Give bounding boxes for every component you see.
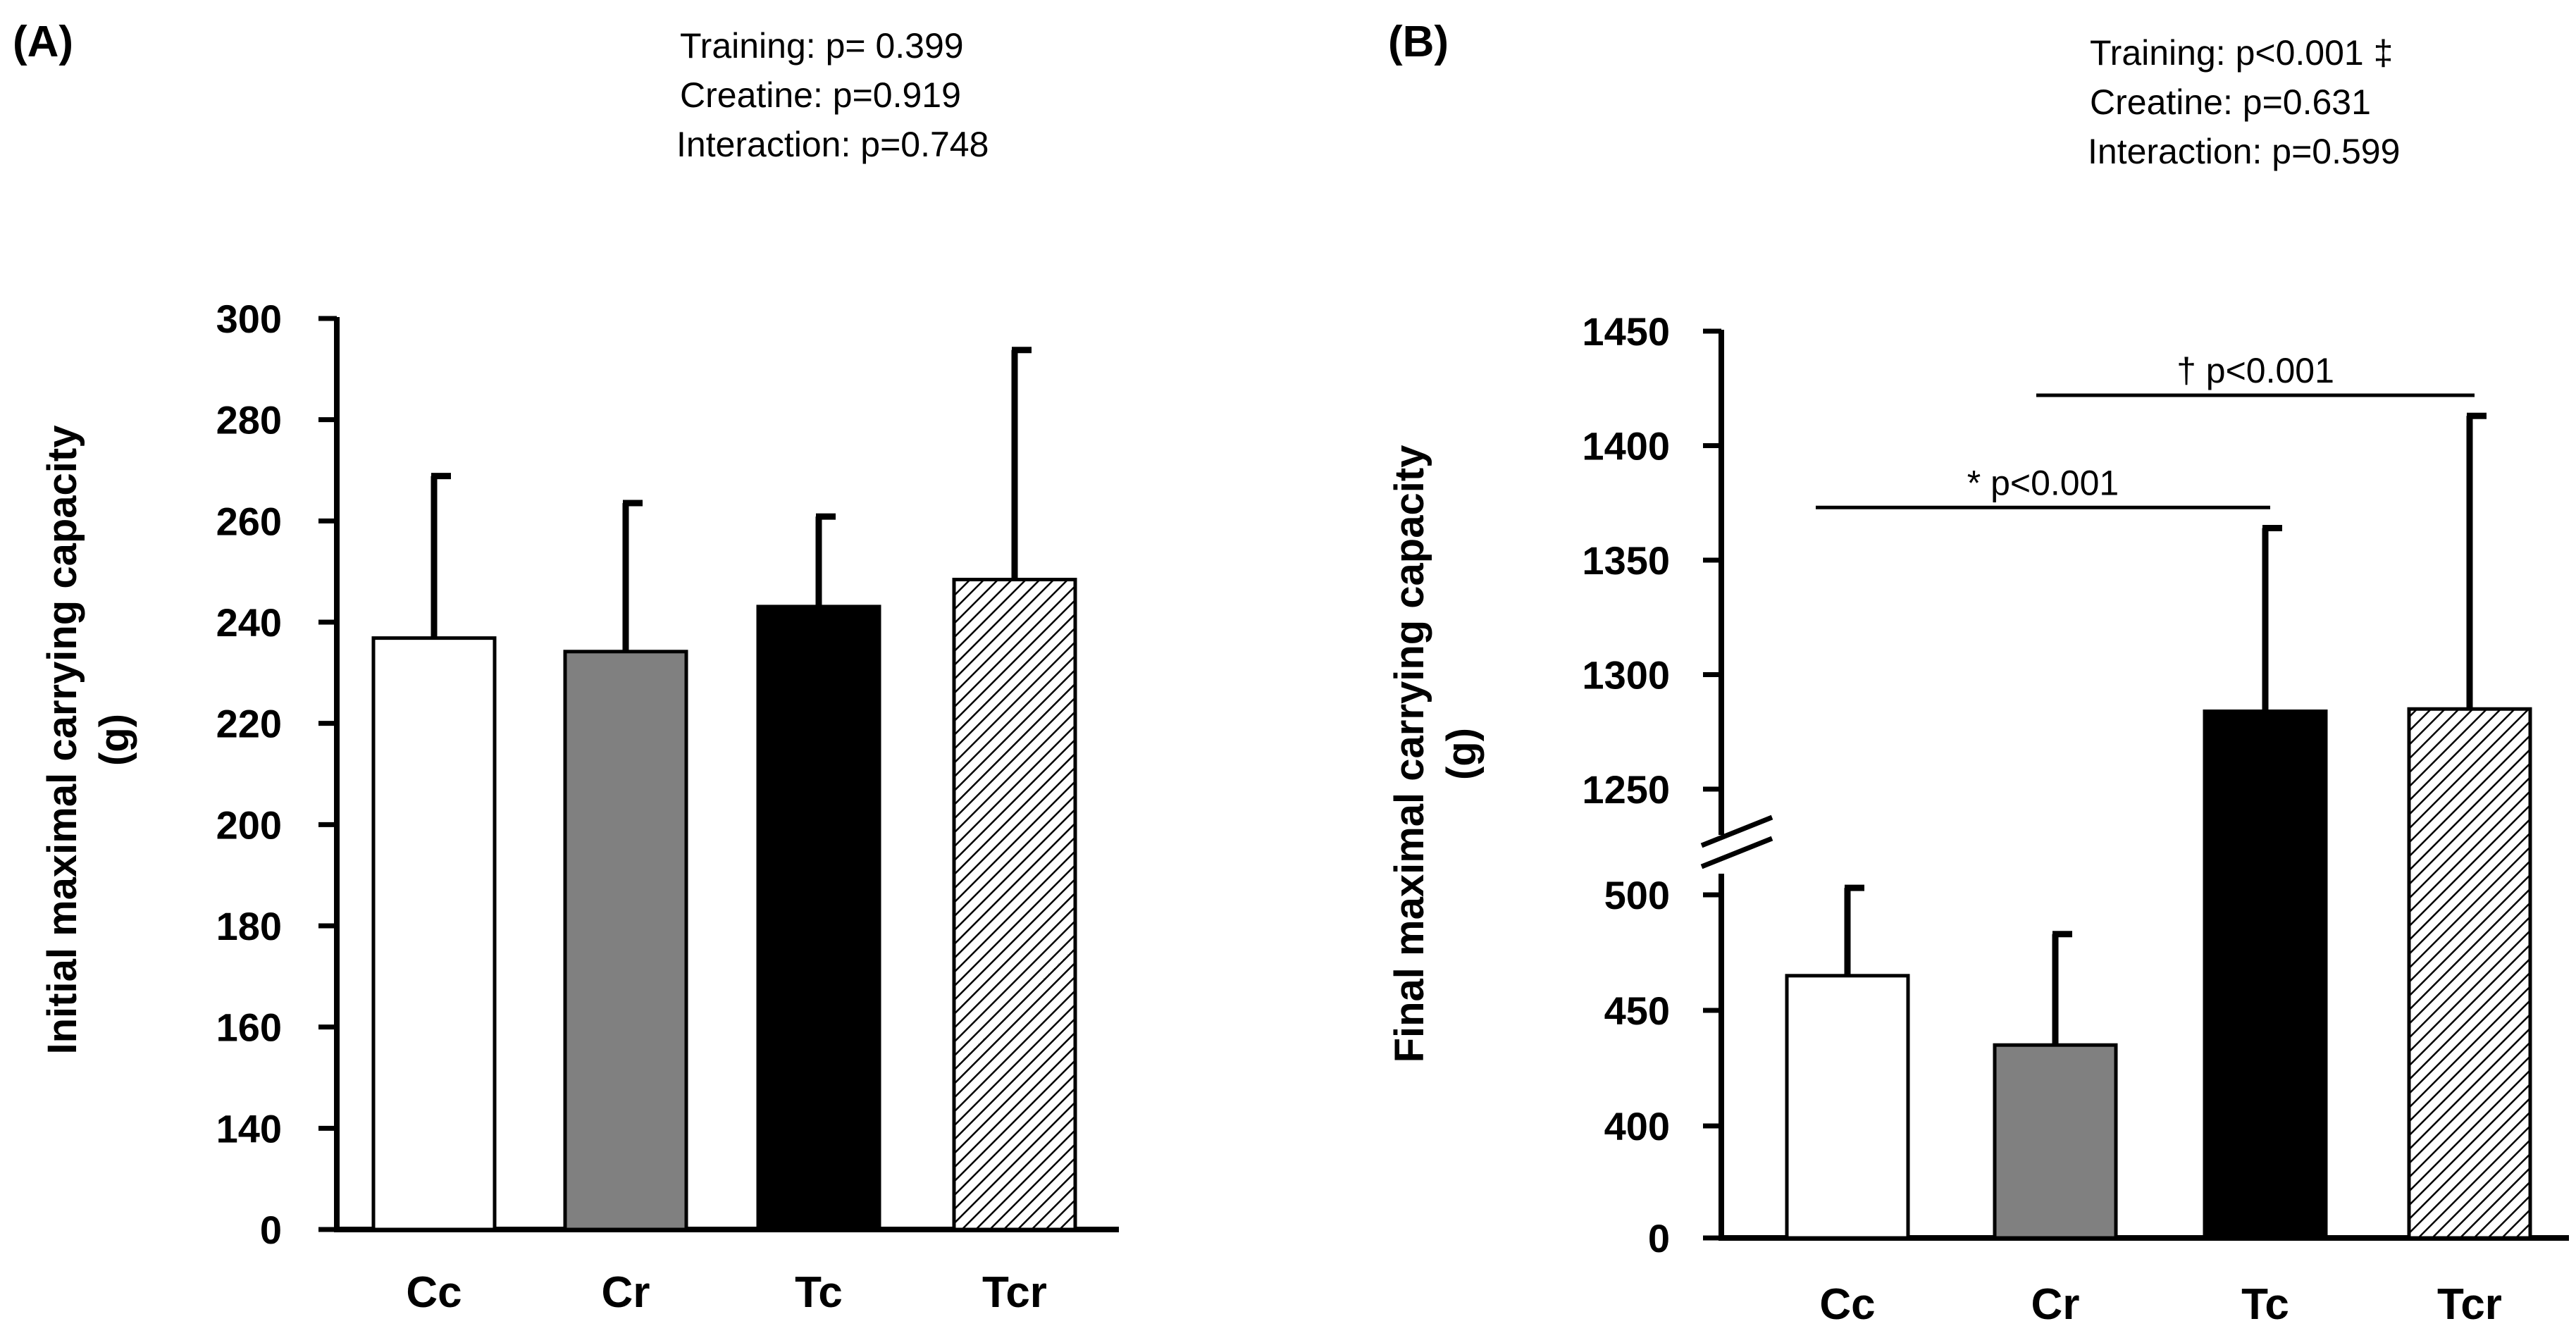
panel-b-stat-training: Training: p<0.001 ‡ <box>2090 33 2393 73</box>
panel-b-category-label: Cr <box>2031 1280 2080 1329</box>
panel-b-tick-label: 1350 <box>1582 538 1670 583</box>
panel-b-tick-label: 1400 <box>1582 424 1670 469</box>
panel-a-yunit: (g) <box>92 714 137 766</box>
panel-b-ylabel: Final maximal carrying capacity <box>1387 445 1432 1063</box>
panel-b-category-label: Tcr <box>2437 1280 2502 1329</box>
panel-a-bar-cr <box>563 650 688 1232</box>
panel-b-significance-label: * p<0.001 <box>1967 463 2119 502</box>
panel-b-axis-break-mark <box>1700 814 1773 848</box>
panel-b-tick-label: 450 <box>1604 989 1670 1033</box>
panel-a-ylabel: Initial maximal carrying capacity <box>39 426 85 1055</box>
panel-b-tick-label: 0 <box>1648 1216 1670 1260</box>
panel-b-tick-label: 1450 <box>1582 309 1670 354</box>
panel-a-tick-label: 300 <box>216 297 282 341</box>
panel-b-stat-creatine: Creatine: p=0.631 <box>2090 82 2371 122</box>
panel-b-tick-label: 1250 <box>1582 767 1670 812</box>
panel-b-tick-label: 400 <box>1604 1104 1670 1148</box>
panel-b-yunit: (g) <box>1439 728 1485 780</box>
panel-b-tick-label: 1300 <box>1582 653 1670 698</box>
panel-a-tick-label: 240 <box>216 600 282 645</box>
panel-a-tick-label: 280 <box>216 398 282 442</box>
panel-a-tick-label: 200 <box>216 803 282 847</box>
panel-b-bar-cr <box>1993 1043 2118 1240</box>
panel-a-category-label: Cr <box>602 1268 650 1317</box>
panel-a-tick-label: 260 <box>216 499 282 543</box>
panel-a-stat-training: Training: p= 0.399 <box>680 26 964 66</box>
panel-a-bar-tcr <box>952 578 1077 1232</box>
panel-a-bar-cc <box>371 636 497 1232</box>
panel-b-significance-label: † p<0.001 <box>2176 351 2334 390</box>
panel-b-label: (B) <box>1388 18 1449 66</box>
panel-b-bar-tc <box>2203 710 2328 1240</box>
panel-a-tick-label: 0 <box>260 1208 282 1252</box>
panel-b-bar-cc <box>1785 974 1910 1240</box>
panel-a-stat-interaction: Interaction: p=0.748 <box>676 125 989 164</box>
panel-b-category-label: Cc <box>1819 1280 1875 1329</box>
panel-a-tick-label: 220 <box>216 702 282 746</box>
panel-a-label: (A) <box>13 18 73 66</box>
panel-a-tick-label: 180 <box>216 904 282 948</box>
panel-a-tick-label: 140 <box>216 1106 282 1151</box>
panel-a-category-label: Tcr <box>982 1268 1047 1317</box>
panel-b-bar-tcr <box>2407 707 2532 1240</box>
panel-a-stat-creatine: Creatine: p=0.919 <box>680 75 961 115</box>
panel-b-axis-break-mark <box>1700 836 1773 869</box>
panel-b-stat-interaction: Interaction: p=0.599 <box>2088 132 2400 171</box>
panel-a-tick-label: 160 <box>216 1005 282 1050</box>
panel-a-category-label: Cc <box>406 1268 462 1317</box>
panel-b-tick-label: 500 <box>1604 873 1670 917</box>
panel-a-category-label: Tc <box>795 1268 843 1317</box>
panel-a-bar-tc <box>756 605 881 1232</box>
panel-b-category-label: Tc <box>2241 1280 2289 1329</box>
